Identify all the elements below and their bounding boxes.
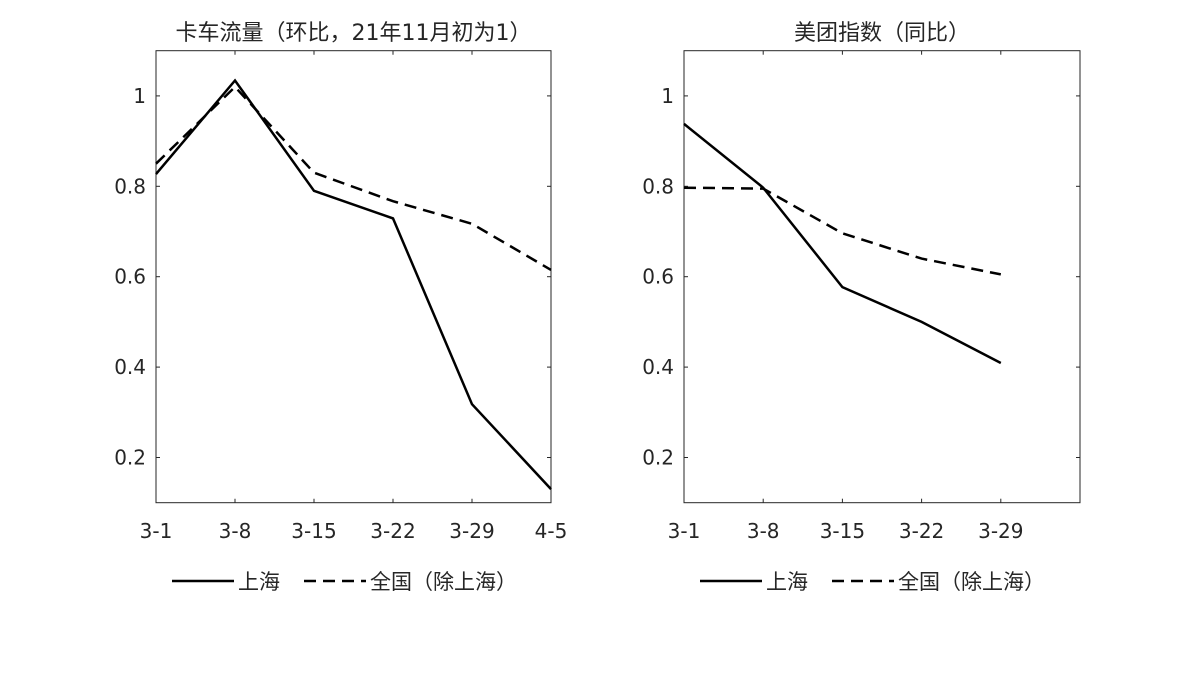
- y-tick-label: 0.4: [642, 355, 674, 379]
- y-tick-label: 1: [133, 84, 146, 108]
- chart-title: 美团指数（同比）: [794, 21, 970, 46]
- y-tick-label: 0.4: [114, 355, 146, 379]
- y-tick-label: 0.6: [642, 265, 674, 289]
- series-line-shanghai: [155, 78, 552, 490]
- x-tick-label: 3-8: [219, 519, 252, 543]
- y-tick-label: 0.2: [642, 446, 674, 470]
- x-tick-label: 3-29: [978, 519, 1023, 543]
- y-tick-label: 0.6: [114, 265, 146, 289]
- x-tick-label: 3-15: [291, 519, 336, 543]
- x-tick-label: 3-1: [668, 519, 701, 543]
- legend-label: 上海: [766, 570, 808, 594]
- y-tick-label: 1: [661, 84, 674, 108]
- x-tick-label: 3-22: [370, 519, 415, 543]
- y-tick-label: 0.2: [114, 446, 146, 470]
- legend-label: 上海: [238, 570, 280, 594]
- chart-panel-1: 0.2 0.4 0.6 0.8 1 3-1 3-8 3-15 3-22 3-29 4-5 卡车流量（环…: [114, 21, 567, 594]
- x-tick-label: 3-1: [140, 519, 173, 543]
- y-tick-label: 0.8: [642, 174, 674, 198]
- x-tick-label: 3-15: [820, 519, 865, 543]
- legend: 上海 全国（除上海）: [172, 570, 517, 594]
- legend-label: 全国（除上海）: [370, 570, 517, 594]
- legend-label: 全国（除上海）: [898, 570, 1045, 594]
- x-tick-label: 3-29: [449, 519, 494, 543]
- legend: 上海 全国（除上海）: [700, 570, 1045, 594]
- chart-panel-2: 0.2 0.4 0.6 0.8 1 3-1 3-8 3-15 3-22 3-29 美团指数（同比） 上…: [642, 21, 1081, 594]
- x-tick-label: 4-5: [535, 519, 568, 543]
- chart-title: 卡车流量（环比，21年11月初为1）: [176, 21, 532, 46]
- x-tick-label: 3-22: [899, 519, 944, 543]
- y-tick-label: 0.8: [114, 174, 146, 198]
- plot-area: [683, 50, 1081, 504]
- plot-area: [155, 50, 552, 504]
- series-line-national: [155, 85, 552, 271]
- x-tick-label: 3-8: [747, 519, 780, 543]
